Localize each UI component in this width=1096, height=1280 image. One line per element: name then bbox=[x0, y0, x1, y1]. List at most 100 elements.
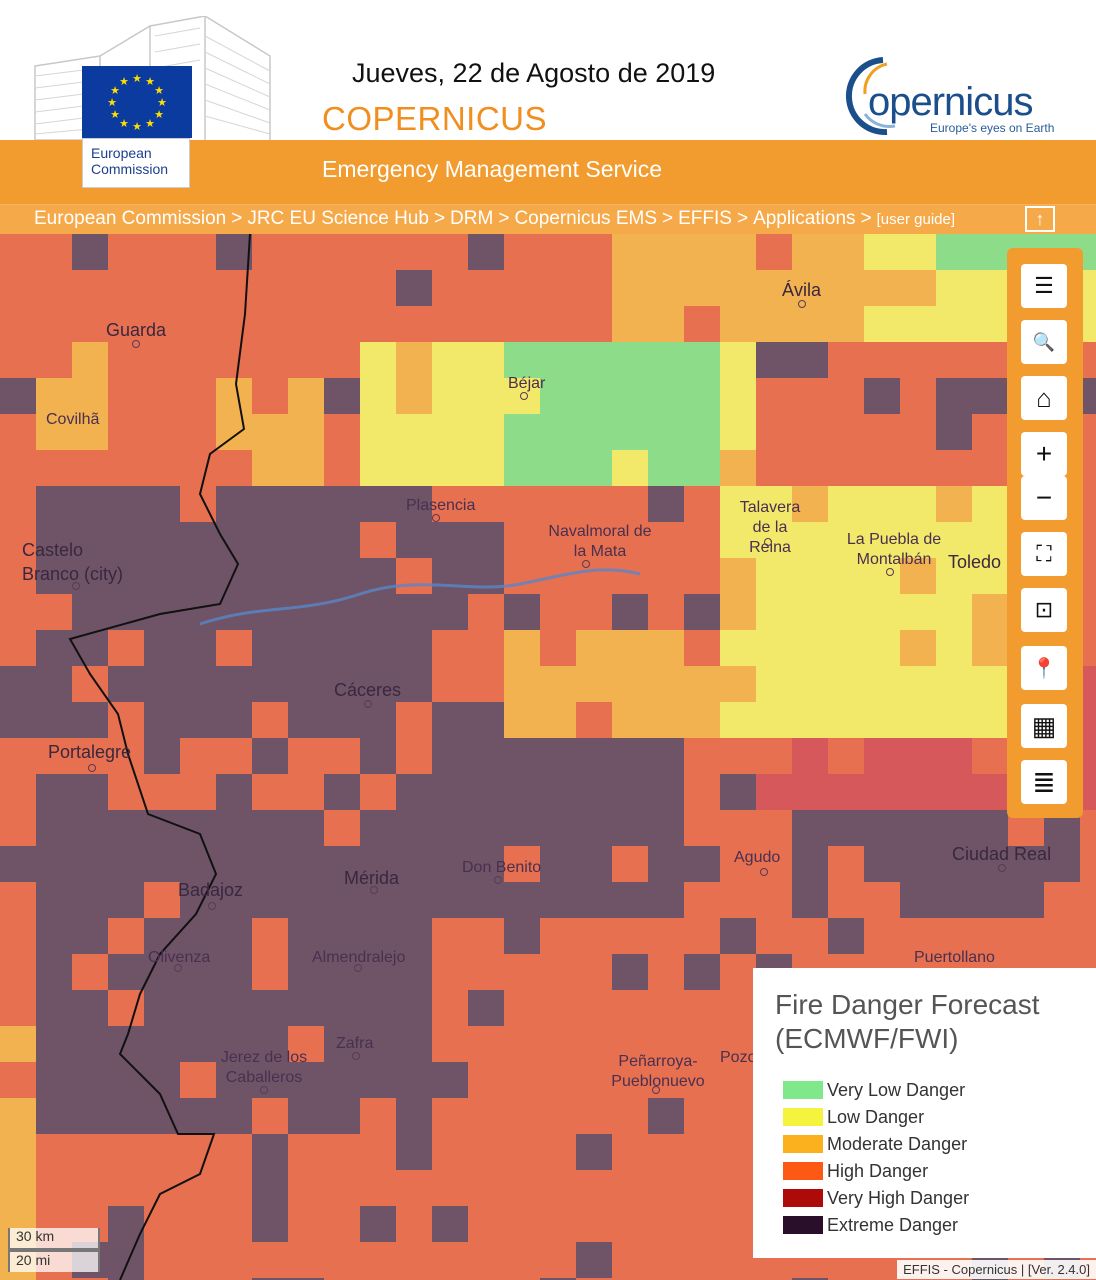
breadcrumb-copernicus-ems[interactable]: Copernicus EMS bbox=[514, 208, 657, 229]
danger-cell bbox=[396, 306, 432, 342]
danger-cell bbox=[1008, 846, 1044, 882]
danger-cell bbox=[828, 630, 864, 666]
danger-cell bbox=[1080, 918, 1096, 954]
danger-cell bbox=[612, 306, 648, 342]
danger-cell bbox=[936, 306, 972, 342]
search-icon[interactable]: 🔍 bbox=[1021, 320, 1067, 364]
place-castelo-branco: Castelo Branco (city) bbox=[22, 538, 140, 586]
danger-cell bbox=[144, 414, 180, 450]
city-marker bbox=[352, 1052, 360, 1060]
zoom-out-icon[interactable]: − bbox=[1021, 476, 1067, 520]
city-marker bbox=[72, 582, 80, 590]
danger-cell bbox=[684, 234, 720, 270]
danger-cell bbox=[468, 810, 504, 846]
danger-cell bbox=[468, 270, 504, 306]
place-don-benito: Don Benito bbox=[462, 859, 542, 876]
danger-cell bbox=[432, 1278, 468, 1280]
arrow-up-icon[interactable]: ↑ bbox=[1025, 206, 1055, 232]
breadcrumb-european-commission[interactable]: European Commission bbox=[34, 208, 227, 229]
danger-cell bbox=[684, 1170, 720, 1206]
breadcrumb-bar bbox=[0, 204, 1096, 234]
svg-text:★: ★ bbox=[110, 108, 120, 121]
list-icon[interactable]: ≣ bbox=[1021, 760, 1067, 804]
breadcrumb-applications[interactable]: Applications bbox=[753, 208, 856, 229]
locate-icon[interactable]: 📍 bbox=[1021, 646, 1067, 690]
home-icon[interactable]: ⌂ bbox=[1021, 376, 1067, 420]
danger-cell bbox=[396, 630, 432, 666]
place-avila: Ávila bbox=[782, 280, 822, 300]
danger-cell bbox=[468, 1062, 504, 1098]
danger-cell bbox=[108, 1278, 144, 1280]
place-caceres: Cáceres bbox=[334, 680, 402, 700]
danger-cell bbox=[36, 738, 72, 774]
city-marker bbox=[582, 560, 590, 568]
danger-cell bbox=[396, 1098, 432, 1134]
danger-cell bbox=[36, 270, 72, 306]
danger-cell bbox=[144, 810, 180, 846]
legend-swatch bbox=[783, 1135, 823, 1153]
city-marker bbox=[764, 538, 772, 546]
danger-cell bbox=[648, 882, 684, 918]
menu-icon[interactable]: ☰ bbox=[1021, 264, 1067, 308]
danger-cell bbox=[108, 1026, 144, 1062]
danger-cell bbox=[504, 486, 540, 522]
danger-cell bbox=[828, 666, 864, 702]
danger-cell bbox=[612, 450, 648, 486]
danger-cell bbox=[720, 414, 756, 450]
danger-cell bbox=[72, 342, 108, 378]
danger-cell bbox=[288, 1206, 324, 1242]
breadcrumb-effis[interactable]: EFFIS bbox=[678, 208, 732, 229]
danger-cell bbox=[720, 1026, 756, 1062]
danger-cell bbox=[36, 882, 72, 918]
danger-cell bbox=[360, 846, 396, 882]
danger-cell bbox=[972, 810, 1008, 846]
danger-cell bbox=[684, 1098, 720, 1134]
danger-cell bbox=[396, 774, 432, 810]
fire-danger-map[interactable]: Ávila Guarda Béjar Covilhã Plasencia Tal… bbox=[0, 234, 1096, 1280]
danger-cell bbox=[504, 1098, 540, 1134]
danger-cell bbox=[0, 594, 36, 630]
danger-cell bbox=[288, 486, 324, 522]
danger-cell bbox=[504, 1134, 540, 1170]
danger-cell bbox=[792, 306, 828, 342]
danger-cell bbox=[612, 810, 648, 846]
danger-cell bbox=[360, 306, 396, 342]
danger-cell bbox=[108, 918, 144, 954]
danger-cell bbox=[216, 522, 252, 558]
danger-cell bbox=[396, 702, 432, 738]
zoom-in-icon[interactable]: + bbox=[1021, 432, 1067, 476]
danger-cell bbox=[36, 414, 72, 450]
danger-cell bbox=[936, 594, 972, 630]
breadcrumb-drm[interactable]: DRM bbox=[450, 208, 494, 229]
user-guide-link[interactable]: [user guide] bbox=[876, 211, 956, 228]
danger-cell bbox=[684, 990, 720, 1026]
danger-cell bbox=[360, 342, 396, 378]
danger-cell bbox=[324, 1242, 360, 1278]
danger-cell bbox=[684, 1242, 720, 1278]
danger-cell bbox=[576, 774, 612, 810]
danger-cell bbox=[828, 882, 864, 918]
danger-cell bbox=[144, 1026, 180, 1062]
danger-cell bbox=[648, 450, 684, 486]
danger-cell bbox=[828, 774, 864, 810]
danger-cell bbox=[540, 1206, 576, 1242]
danger-cell bbox=[36, 1278, 72, 1280]
danger-cell bbox=[180, 738, 216, 774]
danger-cell bbox=[576, 630, 612, 666]
danger-cell bbox=[396, 990, 432, 1026]
zoom-extent-icon[interactable]: ⊡ bbox=[1021, 588, 1067, 632]
city-marker bbox=[494, 876, 502, 884]
danger-cell bbox=[108, 378, 144, 414]
danger-cell bbox=[288, 378, 324, 414]
map-toolbar: ☰ 🔍 ⌂ + − ⛶ ⊡ 📍 ▦ ≣ bbox=[1007, 248, 1083, 818]
danger-cell bbox=[396, 594, 432, 630]
danger-cell bbox=[252, 630, 288, 666]
danger-cell bbox=[792, 702, 828, 738]
breadcrumb-jrc[interactable]: JRC EU Science Hub bbox=[247, 208, 429, 229]
fullscreen-icon[interactable]: ⛶ bbox=[1021, 532, 1067, 576]
breadcrumb-separator: > bbox=[433, 208, 446, 229]
danger-cell bbox=[144, 450, 180, 486]
layers-icon[interactable]: ▦ bbox=[1021, 704, 1067, 748]
danger-cell bbox=[0, 954, 36, 990]
danger-cell bbox=[468, 522, 504, 558]
